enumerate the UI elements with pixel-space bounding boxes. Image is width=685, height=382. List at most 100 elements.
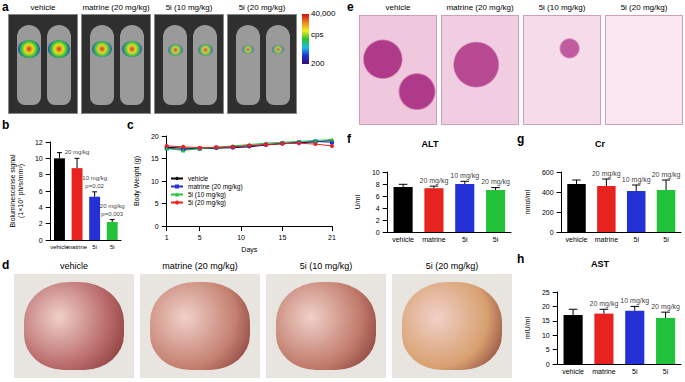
svg-text:matrine: matrine [592, 368, 615, 375]
svg-text:25: 25 [542, 289, 550, 296]
svg-text:6: 6 [376, 193, 380, 200]
html-text:5i (10 mg/kg): 5i (10 mg/kg) [299, 261, 353, 271]
html-text:5i (20 mg/kg): 5i (20 mg/kg) [238, 3, 286, 12]
html-text:matrine (20 mg/kg): matrine (20 mg/kg) [162, 261, 238, 271]
svg-text:5i (20 mg/kg): 5i (20 mg/kg) [188, 199, 226, 207]
svg-text:matrine: matrine [422, 236, 445, 243]
html-text:5i (20 mg/kg): 5i (20 mg/kg) [425, 261, 479, 271]
svg-text:vehicle: vehicle [566, 236, 588, 243]
html-text:matrine (20 mg/kg): matrine (20 mg/kg) [82, 3, 150, 12]
svg-text:vehicle: vehicle [392, 236, 414, 243]
svg-text:20 mg/kg: 20 mg/kg [652, 171, 681, 179]
html-text:f: f [347, 132, 351, 146]
html-text:a: a [2, 0, 9, 14]
html-text:vehicle: vehicle [30, 3, 56, 12]
svg-text:p=0.003: p=0.003 [101, 211, 124, 217]
svg-text:4: 4 [376, 205, 380, 212]
html-text:5i (10 mg/kg): 5i (10 mg/kg) [165, 3, 213, 12]
svg-text:15: 15 [151, 155, 159, 162]
svg-text:5i: 5i [632, 368, 638, 375]
svg-text:2: 2 [39, 220, 43, 227]
svg-text:U/ml: U/ml [354, 194, 361, 209]
html-text:e: e [347, 0, 354, 14]
svg-text:0: 0 [155, 223, 159, 230]
svg-text:1: 1 [165, 234, 169, 241]
html-text:5i (20 mg/kg): 5i (20 mg/kg) [620, 3, 668, 12]
html-text:g: g [517, 132, 525, 146]
svg-text:10: 10 [151, 178, 159, 185]
svg-text:4: 4 [39, 204, 43, 211]
svg-text:5i: 5i [462, 236, 468, 243]
svg-text:nmol/ml: nmol/ml [524, 189, 531, 214]
svg-text:matrine: matrine [67, 244, 88, 250]
svg-text:(1×10⁷ ph/s/mm²): (1×10⁷ ph/s/mm²) [17, 164, 25, 218]
svg-text:5i: 5i [663, 236, 669, 243]
svg-text:600: 600 [542, 169, 554, 176]
html-text:cps: cps [311, 30, 324, 39]
svg-text:5i: 5i [110, 244, 115, 250]
svg-text:10: 10 [542, 332, 550, 339]
svg-text:10 mg/kg: 10 mg/kg [620, 297, 649, 305]
svg-text:12: 12 [35, 139, 43, 146]
svg-text:Days: Days [241, 246, 257, 254]
html-text:200: 200 [311, 59, 325, 68]
svg-text:0: 0 [546, 361, 550, 368]
svg-text:200: 200 [542, 209, 554, 216]
svg-text:5i: 5i [663, 368, 669, 375]
svg-text:10 mg/kg: 10 mg/kg [622, 176, 651, 184]
svg-text:400: 400 [542, 189, 554, 196]
svg-text:10: 10 [372, 169, 380, 176]
svg-text:AST: AST [591, 259, 610, 269]
svg-text:20 mg/kg: 20 mg/kg [420, 177, 449, 185]
svg-text:5: 5 [155, 200, 159, 207]
html-text:b: b [2, 118, 10, 132]
svg-text:vehicle: vehicle [50, 244, 69, 250]
svg-text:Body Weight (g): Body Weight (g) [133, 156, 141, 206]
html-text:matrine (20 mg/kg): matrine (20 mg/kg) [446, 3, 514, 12]
svg-text:p=0.02: p=0.02 [85, 183, 104, 189]
html-text:vehicle: vehicle [60, 261, 88, 271]
svg-text:5i: 5i [633, 236, 639, 243]
svg-text:5: 5 [198, 234, 202, 241]
svg-text:matrine (20 mg/kg): matrine (20 mg/kg) [188, 183, 243, 191]
svg-text:20 mg/kg: 20 mg/kg [481, 178, 510, 186]
svg-text:5i (10 mg/kg): 5i (10 mg/kg) [188, 191, 226, 199]
svg-text:mIU/ml: mIU/ml [524, 316, 531, 339]
svg-text:2: 2 [376, 217, 380, 224]
html-text:5i (10 mg/kg): 5i (10 mg/kg) [538, 3, 586, 12]
svg-text:vehicle: vehicle [188, 175, 209, 182]
svg-text:5i: 5i [92, 244, 97, 250]
svg-text:0: 0 [550, 229, 554, 236]
svg-text:10 mg/kg: 10 mg/kg [82, 175, 107, 181]
svg-text:20 mg/kg: 20 mg/kg [65, 149, 90, 155]
svg-text:20: 20 [542, 303, 550, 310]
svg-text:20 mg/kg: 20 mg/kg [592, 170, 621, 178]
html-text:h: h [517, 252, 525, 266]
html-text:vehicle: vehicle [385, 3, 411, 12]
svg-text:ALT: ALT [422, 139, 439, 149]
svg-text:20 mg/kg: 20 mg/kg [590, 300, 619, 308]
svg-text:0: 0 [376, 229, 380, 236]
svg-text:8: 8 [376, 181, 380, 188]
html-text:d: d [2, 258, 10, 272]
svg-text:20: 20 [151, 133, 159, 140]
html-text:40,000: 40,000 [311, 9, 336, 18]
svg-text:Bioluminescense signal: Bioluminescense signal [9, 154, 17, 228]
svg-text:20 mg/kg: 20 mg/kg [100, 203, 125, 209]
svg-text:21: 21 [328, 234, 336, 241]
svg-text:10: 10 [237, 234, 245, 241]
svg-text:6: 6 [39, 188, 43, 195]
html-text:c: c [127, 118, 134, 132]
svg-text:matrine: matrine [595, 236, 618, 243]
svg-text:5: 5 [546, 346, 550, 353]
svg-text:0: 0 [39, 237, 43, 244]
svg-text:15: 15 [542, 317, 550, 324]
svg-text:10 mg/kg: 10 mg/kg [450, 172, 479, 180]
svg-text:20 mg/kg: 20 mg/kg [651, 303, 680, 311]
svg-text:10: 10 [35, 155, 43, 162]
svg-text:vehicle: vehicle [562, 368, 584, 375]
svg-text:8: 8 [39, 171, 43, 178]
svg-text:Cr: Cr [595, 139, 605, 149]
svg-text:5i: 5i [493, 236, 499, 243]
svg-text:15: 15 [279, 234, 287, 241]
